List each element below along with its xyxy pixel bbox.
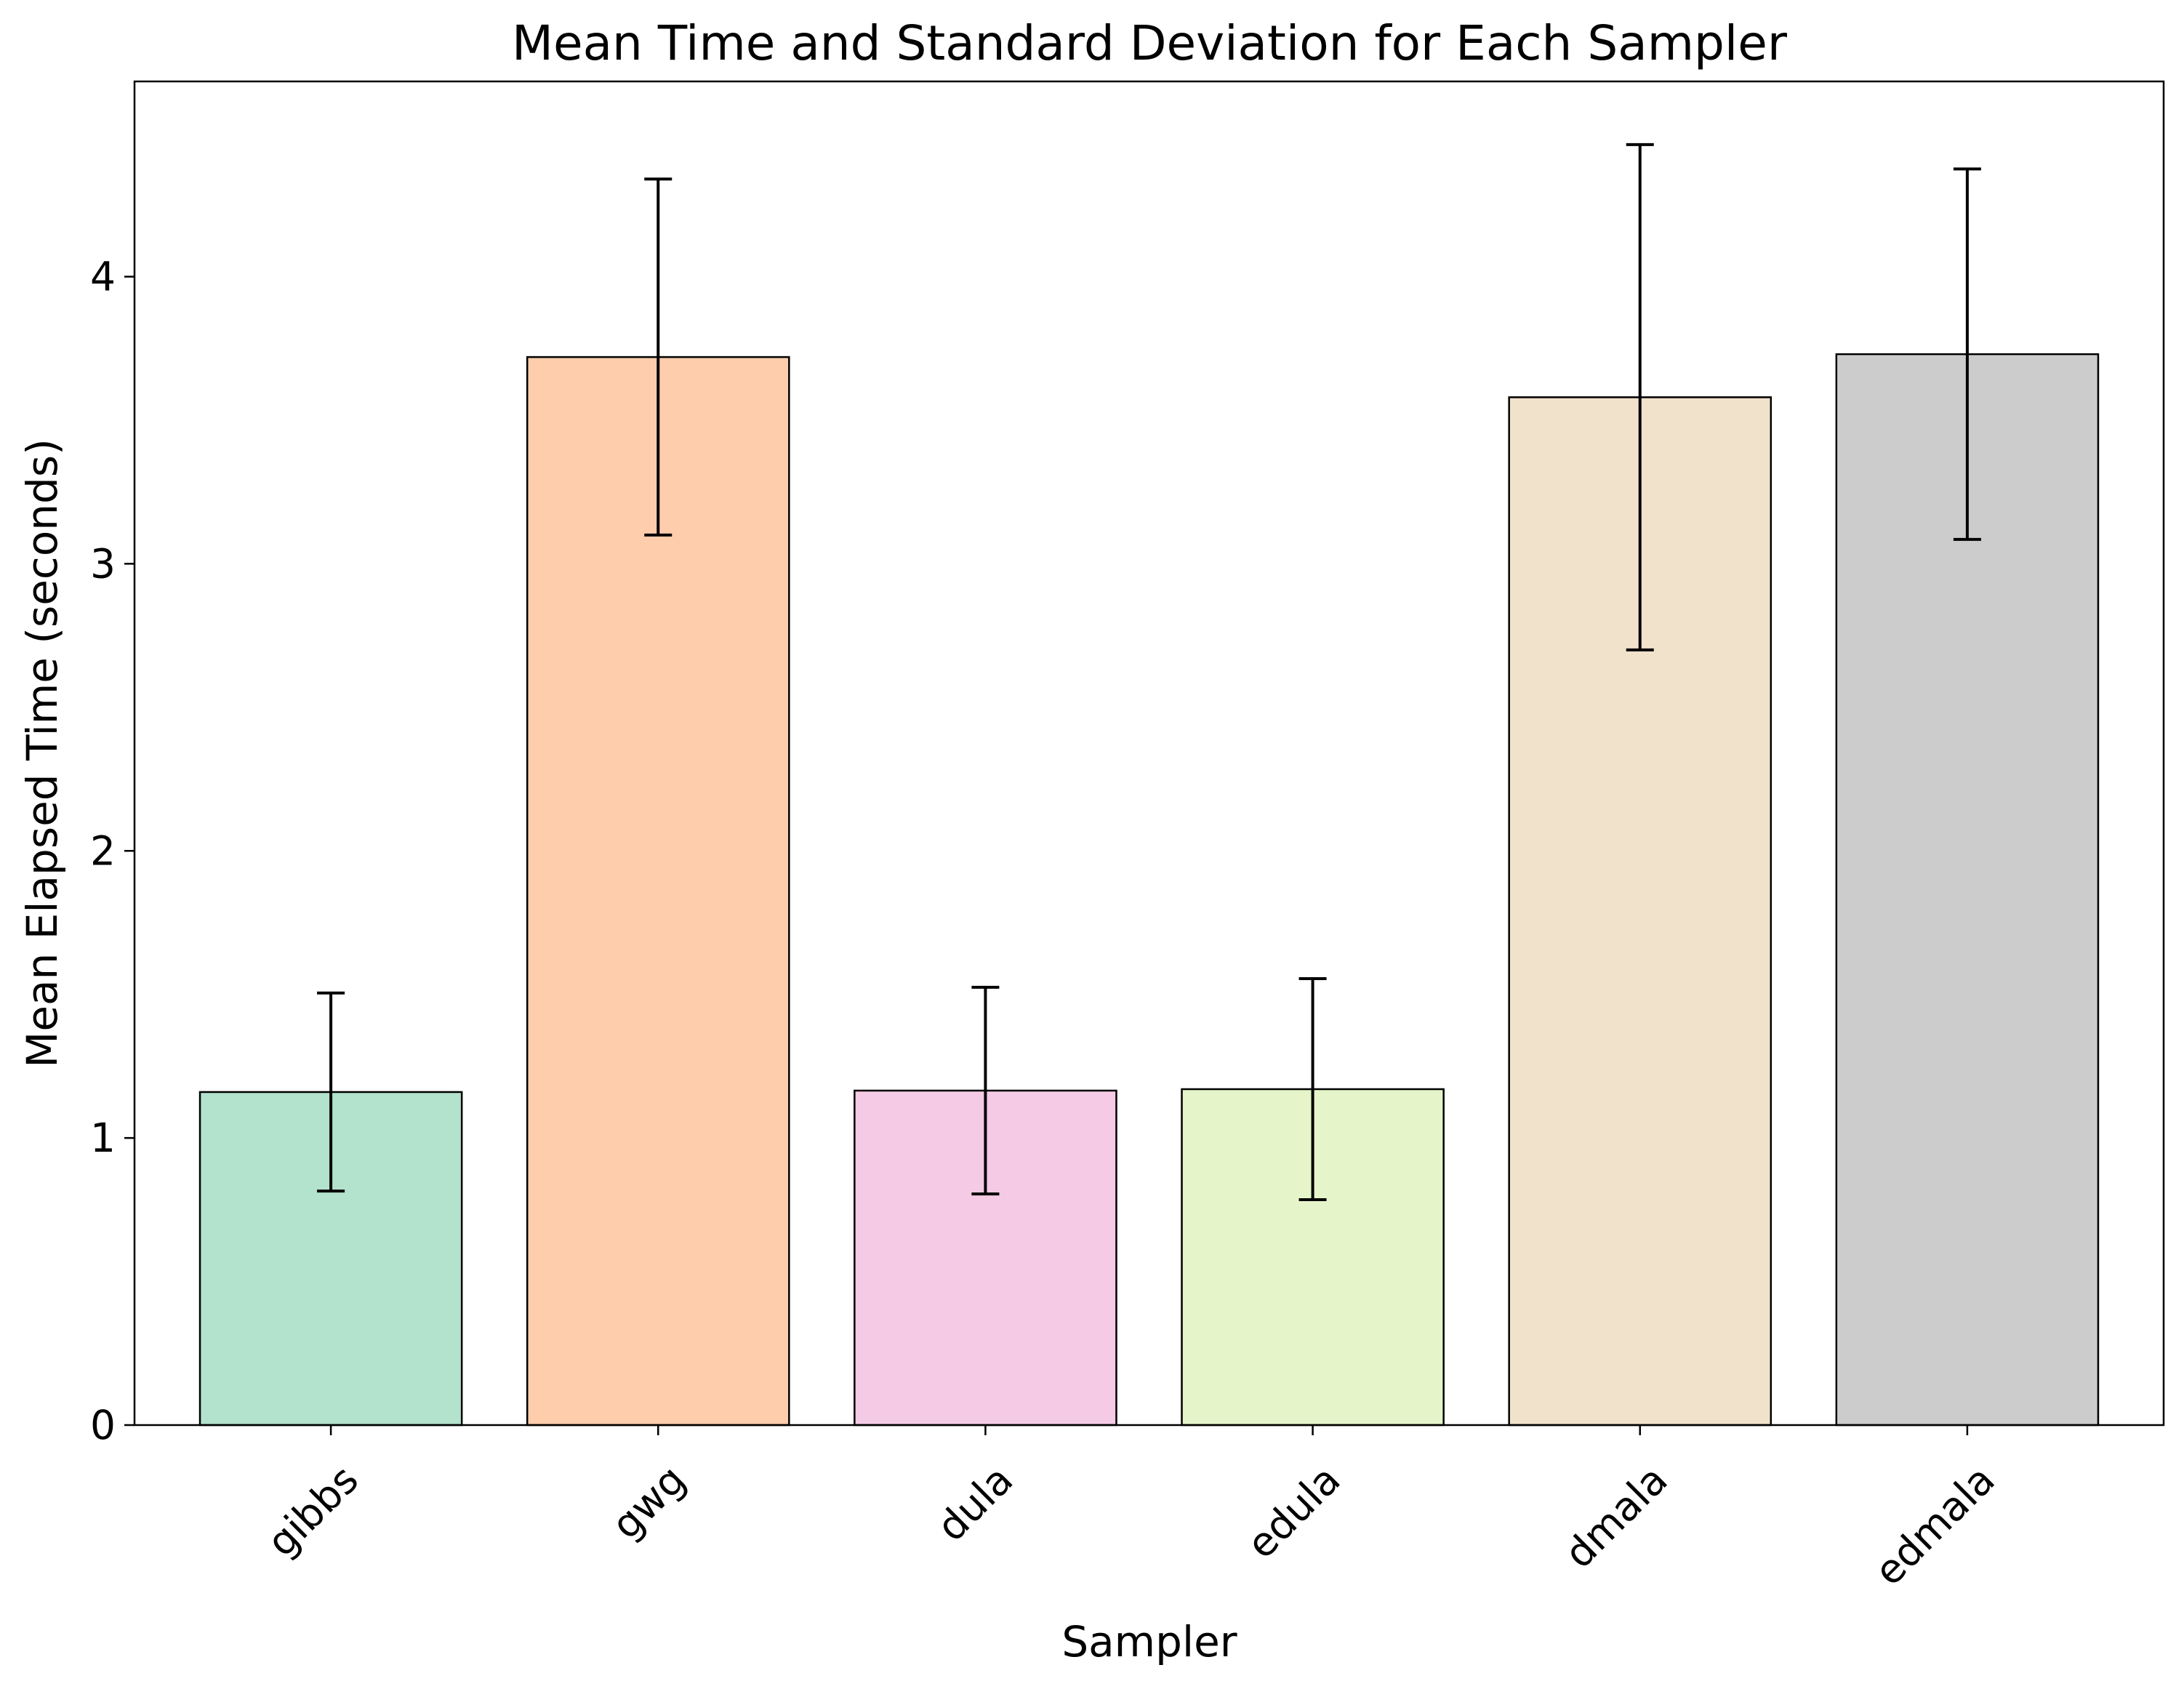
error-bar-gibbs xyxy=(317,991,345,1193)
error-bar-gwg xyxy=(644,177,673,537)
y-tick-label-0: 0 xyxy=(90,1402,116,1448)
y-tick-label-3: 3 xyxy=(90,540,116,587)
x-tick-label-dmala: dmala xyxy=(1555,1456,1676,1577)
error-bar-dmala xyxy=(1626,143,1654,651)
error-bar-edula xyxy=(1298,976,1327,1202)
error-bar-dula xyxy=(971,985,1000,1196)
chart-title: Mean Time and Standard Deviation for Eac… xyxy=(512,15,1788,71)
y-tick-label-1: 1 xyxy=(90,1115,116,1161)
x-tick-label-gwg: gwg xyxy=(603,1456,694,1548)
x-tick-label-edmala: edmala xyxy=(1866,1456,2004,1594)
x-tick-label-edula: edula xyxy=(1237,1456,1349,1568)
x-tick-label-gibbs: gibbs xyxy=(258,1456,367,1565)
error-bar-edmala xyxy=(1953,167,1981,541)
plot-area-frame xyxy=(133,80,2165,1427)
bars-layer xyxy=(198,353,2100,1427)
y-axis-ticks: 0 1 2 3 4 xyxy=(90,254,135,1448)
x-axis-label: Sampler xyxy=(1061,1617,1237,1666)
y-axis-label: Mean Elapsed Time (seconds) xyxy=(17,438,67,1067)
y-tick-label-4: 4 xyxy=(90,254,116,300)
y-tick-label-2: 2 xyxy=(90,827,116,874)
x-tick-label-dula: dula xyxy=(928,1456,1021,1550)
error-bars-layer xyxy=(317,143,1981,1202)
x-axis-ticks: gibbs gwg dula edula dmala edmala xyxy=(258,1425,2004,1594)
